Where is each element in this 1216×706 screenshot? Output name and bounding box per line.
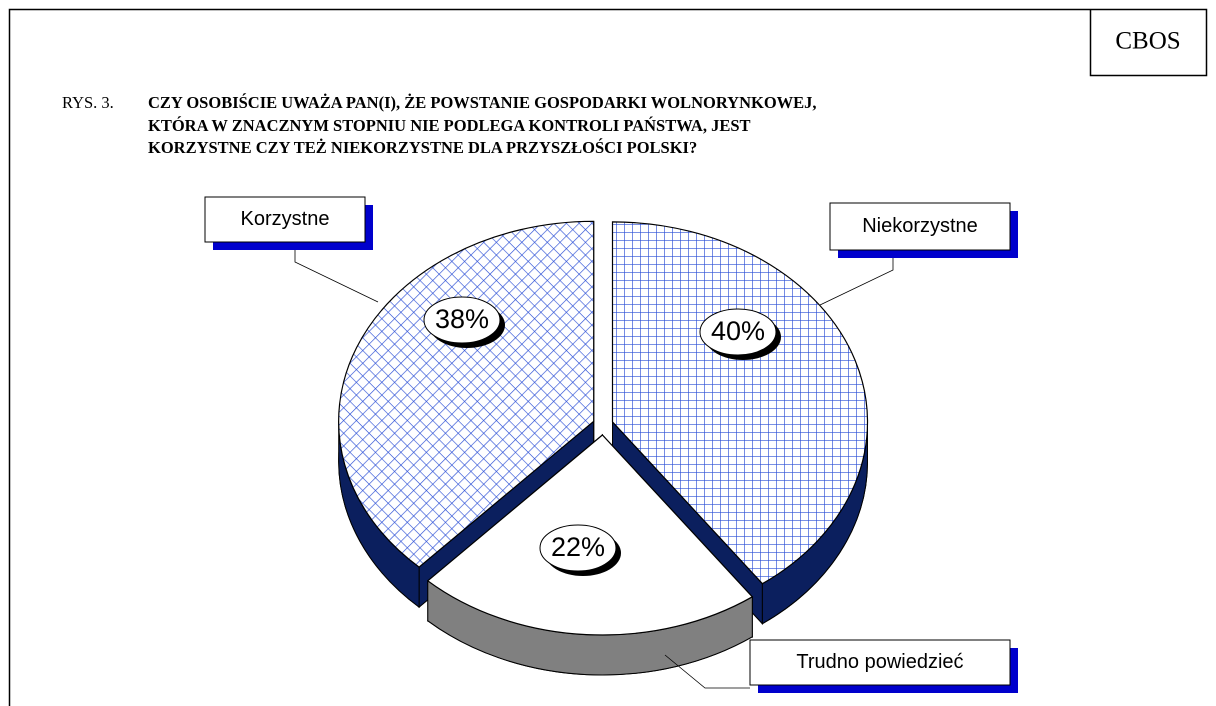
value-label: 40%	[711, 316, 765, 346]
slice	[338, 220, 595, 568]
chart-title: CZY OSOBIŚCIE UWAŻA PAN(I), ŻE POWSTANIE…	[148, 93, 817, 157]
legend-box	[829, 202, 1011, 251]
figure-label: RYS. 3.	[62, 93, 114, 112]
legend-label: Niekorzystne	[862, 215, 978, 237]
leader-line	[294, 242, 379, 303]
slice	[611, 221, 869, 585]
value-label-bg	[539, 524, 617, 572]
leader-line	[664, 654, 750, 689]
leader-line	[819, 250, 894, 306]
legend-label: Korzystne	[241, 208, 330, 230]
legend-label: Trudno powiedzieć	[796, 651, 963, 673]
source: CBOS	[1115, 28, 1180, 55]
value-label-bg	[423, 296, 501, 344]
value-label: 38%	[435, 304, 489, 334]
frame	[8, 8, 1208, 706]
legend-box	[204, 196, 366, 243]
value-label: 22%	[551, 532, 605, 562]
legend-box	[749, 639, 1011, 686]
value-label-bg	[699, 308, 777, 356]
